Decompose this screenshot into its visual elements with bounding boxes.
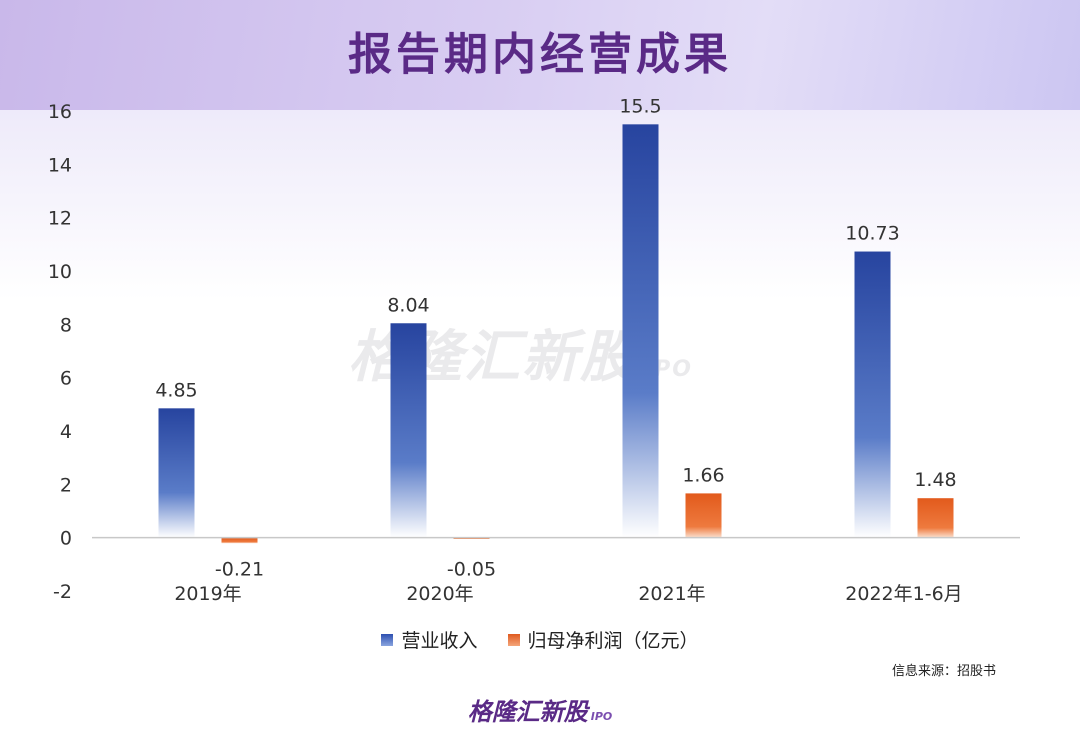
y-tick-label: -2: [53, 581, 72, 603]
data-labels-group: 4.85 -0.21 8.04 -0.05 15.5 1.66 10.73 1.48: [155, 95, 956, 580]
legend: 营业收入 归母净利润 （亿元）: [0, 626, 1080, 653]
y-tick-label: 2: [60, 474, 72, 496]
x-tick-label: 2022年1-6月: [845, 583, 962, 605]
x-tick-label: 2020年: [406, 583, 473, 605]
bar-net-profit: [917, 498, 954, 538]
y-tick-label: 8: [60, 314, 72, 336]
y-tick-label: 4: [60, 421, 72, 443]
data-label-net-profit: -0.21: [215, 559, 264, 581]
x-tick-label: 2021年: [638, 583, 705, 605]
legend-label-revenue: 营业收入: [401, 630, 478, 652]
legend-swatch-net-profit: [507, 633, 520, 646]
bar-revenue: [854, 251, 891, 538]
bar-net-profit: [685, 493, 722, 538]
y-axis: -2 0 2 4 6 8 10 12 14 16: [48, 101, 72, 603]
bar-revenue: [158, 408, 195, 538]
legend-item-revenue: 营业收入: [381, 626, 477, 653]
y-tick-label: 12: [48, 208, 72, 230]
footer-logo: 格隆汇新股 IPO: [0, 692, 1080, 727]
y-tick-label: 14: [48, 154, 72, 176]
bar-chart: -2 0 2 4 6 8 10 12 14 16 4.85 -0.21 8.04 -0.05 15.5 1.…: [48, 95, 1020, 605]
y-tick-label: 10: [48, 261, 72, 283]
y-tick-label: 16: [48, 101, 72, 123]
footer-logo-main: 格隆汇新股: [467, 698, 588, 726]
page-title: 报告期内经营成果: [348, 29, 732, 80]
data-label-revenue: 8.04: [387, 294, 429, 316]
data-label-revenue: 15.5: [619, 95, 661, 117]
bar-revenue: [390, 323, 427, 538]
x-tick-label: 2019年: [174, 583, 241, 605]
legend-item-net-profit: 归母净利润 （亿元）: [507, 626, 699, 653]
legend-swatch-revenue: [381, 633, 394, 646]
y-tick-label: 6: [60, 368, 72, 390]
footer-logo-sub: IPO: [590, 710, 613, 723]
data-label-net-profit: -0.05: [447, 559, 496, 581]
legend-unit: （亿元）: [622, 630, 699, 652]
bars-group: [158, 124, 954, 544]
legend-label-net-profit: 归母净利润: [527, 630, 623, 652]
x-axis: 2019年 2020年 2021年 2022年1-6月: [92, 536, 1020, 605]
data-label-net-profit: 1.66: [682, 464, 724, 486]
source-note: 信息来源：招股书: [891, 664, 996, 679]
data-label-revenue: 10.73: [845, 223, 899, 245]
bar-net-profit: [221, 537, 258, 544]
data-label-net-profit: 1.48: [914, 469, 956, 491]
data-label-revenue: 4.85: [155, 379, 197, 401]
y-tick-label: 0: [60, 528, 72, 550]
bar-revenue: [622, 124, 659, 538]
title-banner: [0, 0, 1080, 110]
